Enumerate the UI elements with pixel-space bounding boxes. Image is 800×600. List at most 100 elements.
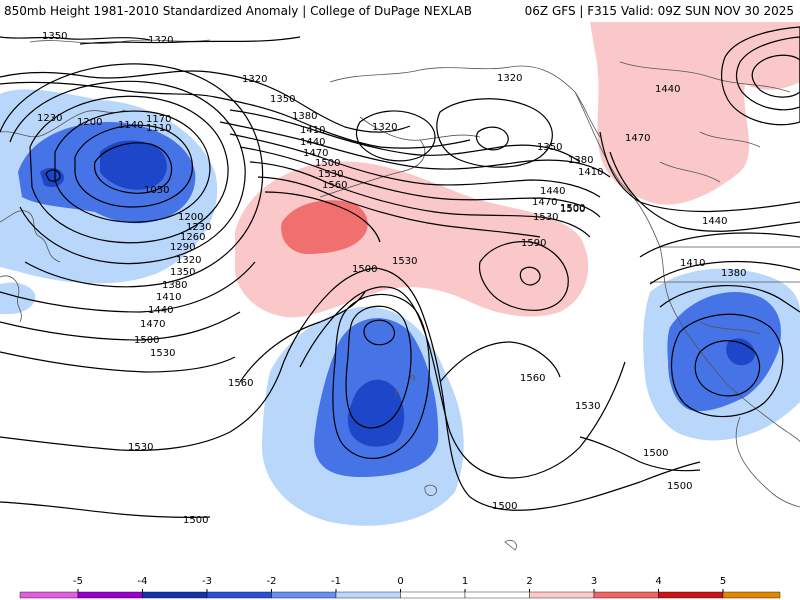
contour-label: 1200 <box>77 117 102 128</box>
anomaly-map: 1350 1320 1320 1350 1320 1380 1410 1440 … <box>0 22 800 570</box>
contour-low-west-1290 <box>9 80 246 265</box>
contour-label: 1500 <box>643 448 668 459</box>
contour-low-west-1530 <box>0 351 236 373</box>
contour-east-5 <box>639 232 800 258</box>
contour-label: 1500 <box>560 203 585 214</box>
contour-label: 1500 <box>134 335 159 346</box>
colorbar-tick-label: -4 <box>138 576 148 587</box>
colorbar-segment <box>658 591 724 599</box>
contour-label: 1410 <box>156 292 181 303</box>
contour-south-low-1 <box>363 319 396 346</box>
colorbar-tick-label: 5 <box>720 576 726 587</box>
colorbar-tick-label: 1 <box>462 576 468 587</box>
anomaly-neg-south-core <box>347 379 405 447</box>
anomaly-pos-ridge-light <box>235 161 589 318</box>
map-title: 850mb Height 1981-2010 Standardized Anom… <box>4 4 472 18</box>
contour-label: 1110 <box>146 123 171 134</box>
anomaly-neg-east-core <box>726 338 756 366</box>
colorbar-tick-label: 3 <box>591 576 597 587</box>
contour-label: 1530 <box>533 212 558 223</box>
contour-label: 1200 <box>178 212 203 223</box>
coastline-pacific-islands <box>424 484 517 551</box>
contour-label: 1500 <box>560 204 585 215</box>
colorbar: -5 -4 -3 -2 -1 0 1 2 3 4 5 <box>19 576 781 599</box>
colorbar-tick-label: -5 <box>73 576 83 587</box>
contour-east-2 <box>671 313 784 418</box>
contour-label: 1350 <box>42 31 67 42</box>
colorbar-tick-label: 2 <box>526 576 532 587</box>
colorbar-segment <box>19 591 79 599</box>
contour-label: 1530 <box>150 348 175 359</box>
contour-low-west-1230 <box>29 95 229 244</box>
contour-label: 1470 <box>532 197 557 208</box>
contour-label: 1410 <box>300 125 325 136</box>
contour-label: 1440 <box>702 216 727 227</box>
colorbar-ticks: -5 -4 -3 -2 -1 0 1 2 3 4 5 <box>73 576 726 592</box>
contour-label: 1440 <box>148 305 173 316</box>
coastline-north-america <box>574 91 800 508</box>
contour-south-low-2 <box>345 305 412 429</box>
contour-1590 <box>478 241 569 311</box>
anomaly-neg-east-mid <box>667 291 781 412</box>
contour-south-low-3 <box>332 293 430 460</box>
colorbar-segment <box>271 591 337 599</box>
contour-east-4 <box>649 261 800 285</box>
colorbar-tick-label: -3 <box>202 576 212 587</box>
contour-label: 1350 <box>170 267 195 278</box>
contour-label: 1500 <box>492 501 517 512</box>
contour-label: 1440 <box>655 84 680 95</box>
contour-1350-mid <box>0 81 471 149</box>
contour-label: 1500 <box>352 264 377 275</box>
contour-label: 1530 <box>128 442 153 453</box>
contour-1380-mid <box>229 109 581 163</box>
contour-1440 <box>229 133 601 198</box>
contour-label: 1050 <box>144 185 169 196</box>
contour-label: 1410 <box>680 258 705 269</box>
contour-1530-south <box>299 286 626 479</box>
contour-label: 1470 <box>140 319 165 330</box>
contour-1560-south <box>239 291 561 383</box>
colorbar-area: -5 -4 -3 -2 -1 0 1 2 3 4 5 <box>0 570 800 600</box>
contour-label: 1560 <box>322 180 347 191</box>
contour-label: 1590 <box>521 238 546 249</box>
contour-label: 1380 <box>721 268 746 279</box>
contour-low-west-1470 <box>0 311 241 341</box>
contour-label: 1380 <box>162 280 187 291</box>
contour-east-1470 <box>599 131 800 213</box>
colorbar-segment <box>335 591 401 599</box>
contour-label: 1530 <box>318 169 343 180</box>
contour-label: 1410 <box>578 167 603 178</box>
height-contours <box>0 26 800 518</box>
contour-north-low-1320 <box>355 110 436 162</box>
contour-label: 1320 <box>176 255 201 266</box>
colorbar-segment <box>400 591 466 599</box>
colorbar-segments <box>19 591 781 599</box>
contour-label: 1350 <box>270 94 295 105</box>
anomaly-pos-north-light <box>590 22 800 205</box>
contour-labels: 1350 1320 1320 1350 1320 1380 1410 1440 … <box>37 31 746 526</box>
contour-label: 1170 <box>146 114 171 125</box>
contour-east-3 <box>659 285 800 313</box>
colorbar-segment <box>593 591 659 599</box>
run-info: 06Z GFS | F315 Valid: 09Z SUN NOV 30 202… <box>524 4 794 18</box>
contour-1320-north <box>79 36 301 45</box>
colorbar-tick-label: 4 <box>655 576 661 587</box>
contour-label: 1560 <box>228 378 253 389</box>
contour-low-west-1050 <box>94 142 173 194</box>
contour-label: 1560 <box>520 373 545 384</box>
contour-1500-arc <box>249 161 591 238</box>
contour-east-1 <box>694 340 761 397</box>
contour-label: 1230 <box>37 113 62 124</box>
contour-low-west-1170 <box>54 110 211 223</box>
coastline-canada-interior <box>619 61 791 183</box>
contour-label: 1470 <box>625 133 650 144</box>
contour-north-low-inner <box>475 126 509 151</box>
contour-label: 1290 <box>170 242 195 253</box>
contour-1500-west <box>0 501 211 518</box>
contour-1320-mid <box>0 70 411 133</box>
contour-label: 1380 <box>292 111 317 122</box>
contour-label: 1320 <box>372 122 397 133</box>
colorbar-segment <box>206 591 272 599</box>
contour-label: 1500 <box>183 515 208 526</box>
contour-east-1440 <box>609 151 800 232</box>
